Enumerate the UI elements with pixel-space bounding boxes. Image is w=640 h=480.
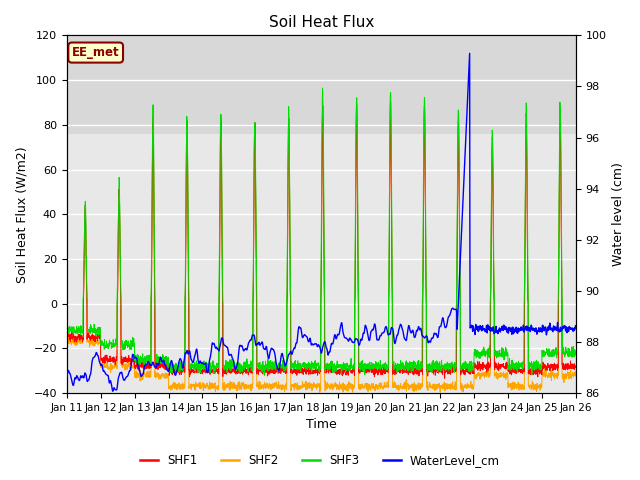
Text: EE_met: EE_met [72, 46, 120, 59]
Y-axis label: Water level (cm): Water level (cm) [612, 162, 625, 266]
Y-axis label: Soil Heat Flux (W/m2): Soil Heat Flux (W/m2) [15, 146, 28, 283]
X-axis label: Time: Time [306, 419, 337, 432]
Legend: SHF1, SHF2, SHF3, WaterLevel_cm: SHF1, SHF2, SHF3, WaterLevel_cm [135, 449, 505, 472]
Bar [67, 36, 576, 134]
Title: Soil Heat Flux: Soil Heat Flux [269, 15, 374, 30]
